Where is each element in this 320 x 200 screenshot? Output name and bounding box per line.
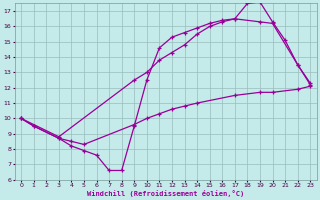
X-axis label: Windchill (Refroidissement éolien,°C): Windchill (Refroidissement éolien,°C): [87, 190, 244, 197]
